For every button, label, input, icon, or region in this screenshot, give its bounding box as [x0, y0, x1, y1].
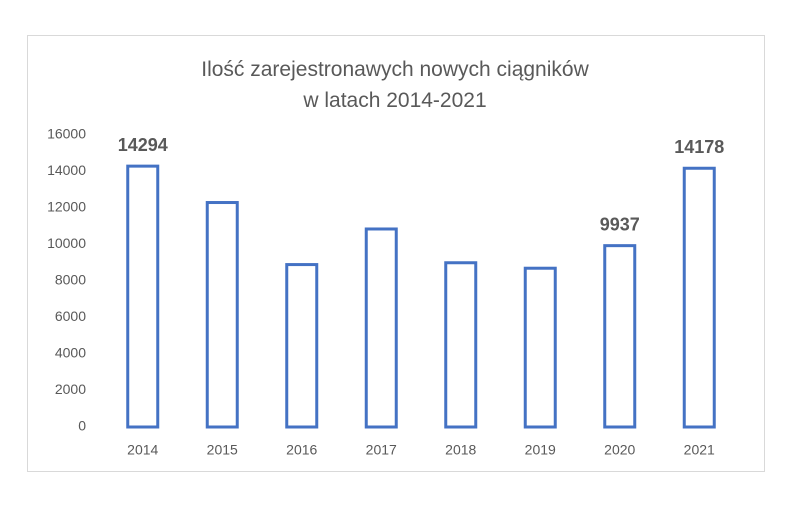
y-tick-label: 4000	[55, 345, 86, 361]
x-tick-label: 2016	[286, 442, 317, 458]
x-tick-label: 2017	[366, 442, 397, 458]
x-tick-label: 2015	[207, 442, 238, 458]
bar	[444, 261, 478, 429]
x-tick-label: 2019	[525, 442, 556, 458]
y-tick-label: 14000	[47, 162, 86, 178]
chart-title: Ilość zarejestronawych nowych ciągników …	[201, 58, 589, 112]
bar	[364, 227, 398, 429]
y-tick-label: 0	[78, 418, 86, 434]
bar	[285, 263, 319, 429]
x-tick-label: 2020	[604, 442, 635, 458]
bar	[523, 266, 557, 429]
y-tick-label: 8000	[55, 272, 86, 288]
y-tick-label: 10000	[47, 235, 86, 251]
bar	[126, 164, 160, 429]
y-tick-label: 12000	[47, 199, 86, 215]
y-tick-label: 2000	[55, 381, 86, 397]
y-tick-label: 6000	[55, 308, 86, 324]
data-label: 9937	[600, 214, 640, 234]
bar	[682, 166, 716, 429]
x-tick-label: 2014	[127, 442, 158, 458]
bar	[205, 201, 239, 429]
chart-frame	[27, 35, 765, 472]
x-tick-label: 2018	[445, 442, 476, 458]
x-tick-label: 2021	[684, 442, 715, 458]
y-tick-label: 16000	[47, 126, 86, 142]
data-label: 14178	[674, 137, 724, 157]
bar	[603, 244, 637, 429]
data-label: 14294	[118, 135, 168, 155]
